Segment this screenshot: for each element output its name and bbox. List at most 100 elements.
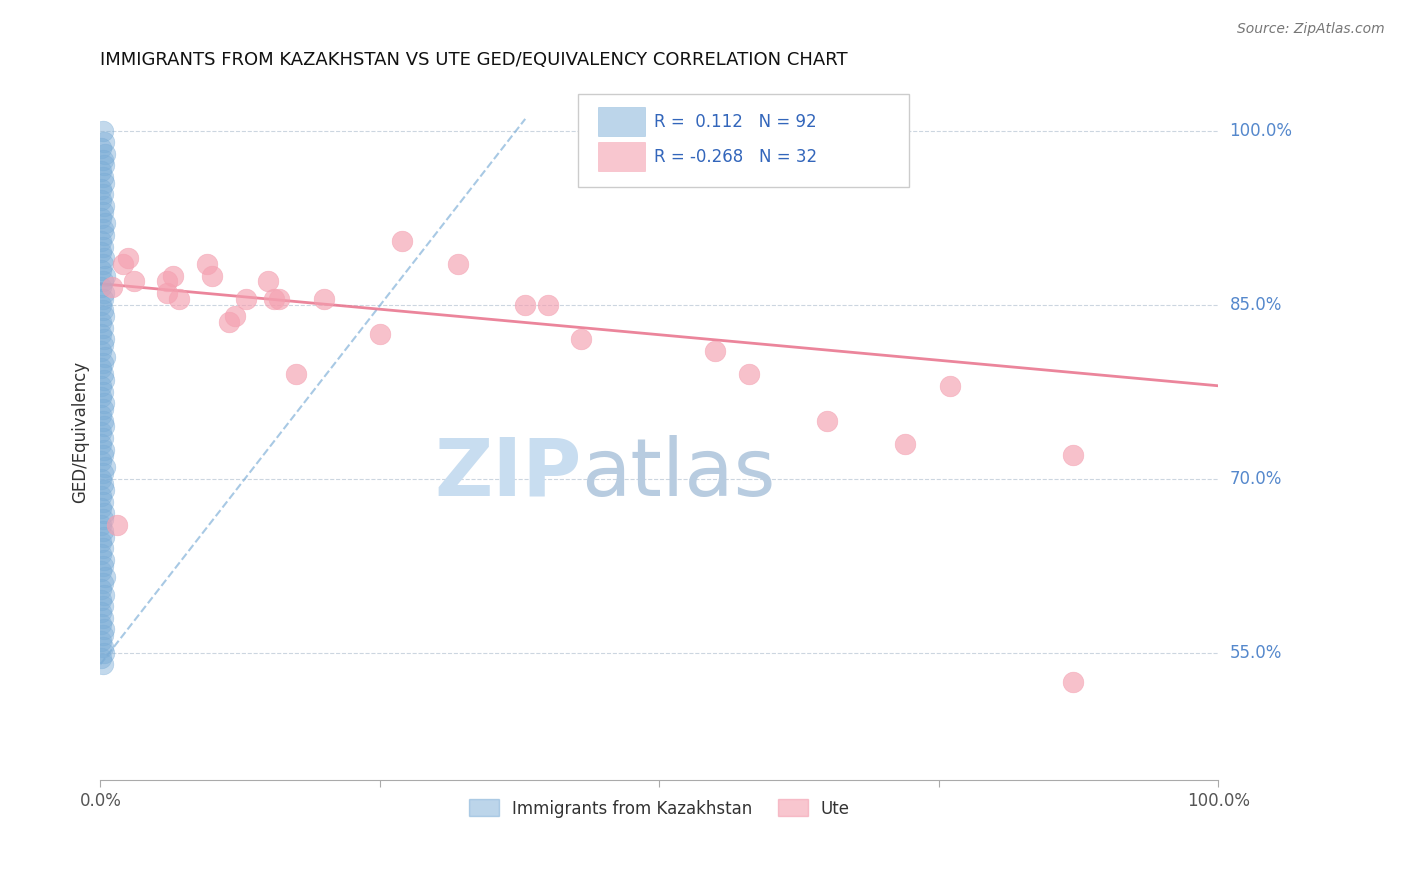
Point xyxy=(93,646,115,660)
Point xyxy=(91,558,114,573)
Text: 85.0%: 85.0% xyxy=(1230,295,1282,314)
Point xyxy=(939,379,962,393)
Point xyxy=(111,257,134,271)
Point xyxy=(93,285,115,300)
Point xyxy=(90,500,112,515)
Point xyxy=(91,640,114,654)
Point xyxy=(90,141,112,155)
Point xyxy=(90,361,112,376)
Point xyxy=(93,373,115,387)
Point xyxy=(91,187,114,202)
Point xyxy=(167,292,190,306)
Point xyxy=(94,350,117,364)
Point xyxy=(93,199,115,213)
Point xyxy=(285,368,308,382)
Point xyxy=(257,274,280,288)
Point xyxy=(91,628,114,642)
Point xyxy=(269,292,291,306)
Point xyxy=(91,524,114,538)
Point xyxy=(91,153,114,167)
Point xyxy=(91,355,114,369)
Point xyxy=(91,257,114,271)
Point xyxy=(162,268,184,283)
Point xyxy=(93,588,115,602)
Point xyxy=(91,338,114,352)
Point xyxy=(91,292,114,306)
FancyBboxPatch shape xyxy=(578,94,908,187)
Point xyxy=(91,599,114,614)
Point xyxy=(90,616,112,631)
Point xyxy=(91,274,114,288)
Point xyxy=(156,285,179,300)
Point xyxy=(94,146,117,161)
Point xyxy=(93,442,115,457)
Point xyxy=(91,431,114,445)
Text: 100.0%: 100.0% xyxy=(1230,121,1292,139)
Point xyxy=(91,541,114,556)
Point xyxy=(156,274,179,288)
Point xyxy=(90,565,112,579)
Point xyxy=(90,472,112,486)
Point xyxy=(91,222,114,236)
Point xyxy=(90,593,112,607)
Point xyxy=(91,123,114,137)
Point xyxy=(91,611,114,625)
Point xyxy=(90,379,112,393)
Point xyxy=(90,193,112,207)
Point xyxy=(90,280,112,294)
Point xyxy=(90,437,112,451)
Point xyxy=(738,368,761,382)
Point xyxy=(90,326,112,341)
Point xyxy=(93,227,115,242)
Point xyxy=(93,176,115,190)
Point xyxy=(93,135,115,149)
Point xyxy=(90,547,112,561)
Point xyxy=(94,268,117,283)
Point xyxy=(91,368,114,382)
Point xyxy=(515,297,537,311)
Point xyxy=(536,297,558,311)
Point xyxy=(312,292,335,306)
Point xyxy=(91,657,114,672)
Point xyxy=(93,158,115,172)
Point xyxy=(91,204,114,219)
Point xyxy=(90,164,112,178)
Point xyxy=(90,605,112,619)
Point xyxy=(90,245,112,260)
Legend: Immigrants from Kazakhstan, Ute: Immigrants from Kazakhstan, Ute xyxy=(463,793,856,824)
Point xyxy=(90,211,112,225)
Point xyxy=(90,634,112,648)
Point xyxy=(91,466,114,480)
Point xyxy=(93,530,115,544)
Point xyxy=(90,454,112,468)
Point xyxy=(90,262,112,277)
Point xyxy=(93,483,115,498)
FancyBboxPatch shape xyxy=(598,107,645,136)
Point xyxy=(201,268,224,283)
Point xyxy=(91,414,114,428)
Point xyxy=(94,460,117,475)
Point xyxy=(91,384,114,399)
Point xyxy=(90,234,112,248)
Text: IMMIGRANTS FROM KAZAKHSTAN VS UTE GED/EQUIVALENCY CORRELATION CHART: IMMIGRANTS FROM KAZAKHSTAN VS UTE GED/EQ… xyxy=(100,51,848,69)
Point xyxy=(704,343,727,358)
Point xyxy=(90,489,112,503)
Point xyxy=(94,570,117,584)
Point xyxy=(90,535,112,549)
Point xyxy=(93,419,115,434)
Point xyxy=(90,181,112,195)
Text: R = -0.268   N = 32: R = -0.268 N = 32 xyxy=(654,147,817,166)
Point xyxy=(122,274,145,288)
Point xyxy=(93,309,115,323)
Point xyxy=(224,309,246,323)
Point xyxy=(91,449,114,463)
Point xyxy=(90,425,112,440)
Y-axis label: GED/Equivalency: GED/Equivalency xyxy=(72,361,89,503)
Point xyxy=(447,257,470,271)
Point xyxy=(263,292,285,306)
Point xyxy=(93,623,115,637)
Text: Source: ZipAtlas.com: Source: ZipAtlas.com xyxy=(1237,22,1385,37)
Point xyxy=(91,576,114,591)
Point xyxy=(91,239,114,253)
Point xyxy=(105,518,128,533)
